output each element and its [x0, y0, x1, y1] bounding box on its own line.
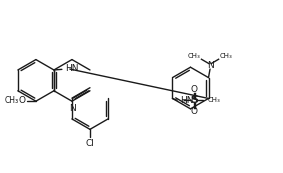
Text: O: O [191, 85, 198, 94]
Text: S: S [190, 95, 198, 105]
Text: N: N [207, 61, 213, 70]
Text: HN: HN [180, 96, 194, 105]
Text: Cl: Cl [85, 139, 95, 148]
Text: O: O [191, 107, 198, 116]
Text: HN: HN [66, 64, 79, 73]
Text: CH₃: CH₃ [208, 97, 220, 103]
Text: CH₃: CH₃ [219, 53, 232, 59]
Text: O: O [18, 96, 25, 105]
Text: N: N [69, 104, 76, 113]
Text: CH₃: CH₃ [188, 53, 201, 59]
Text: CH₃: CH₃ [5, 96, 19, 105]
